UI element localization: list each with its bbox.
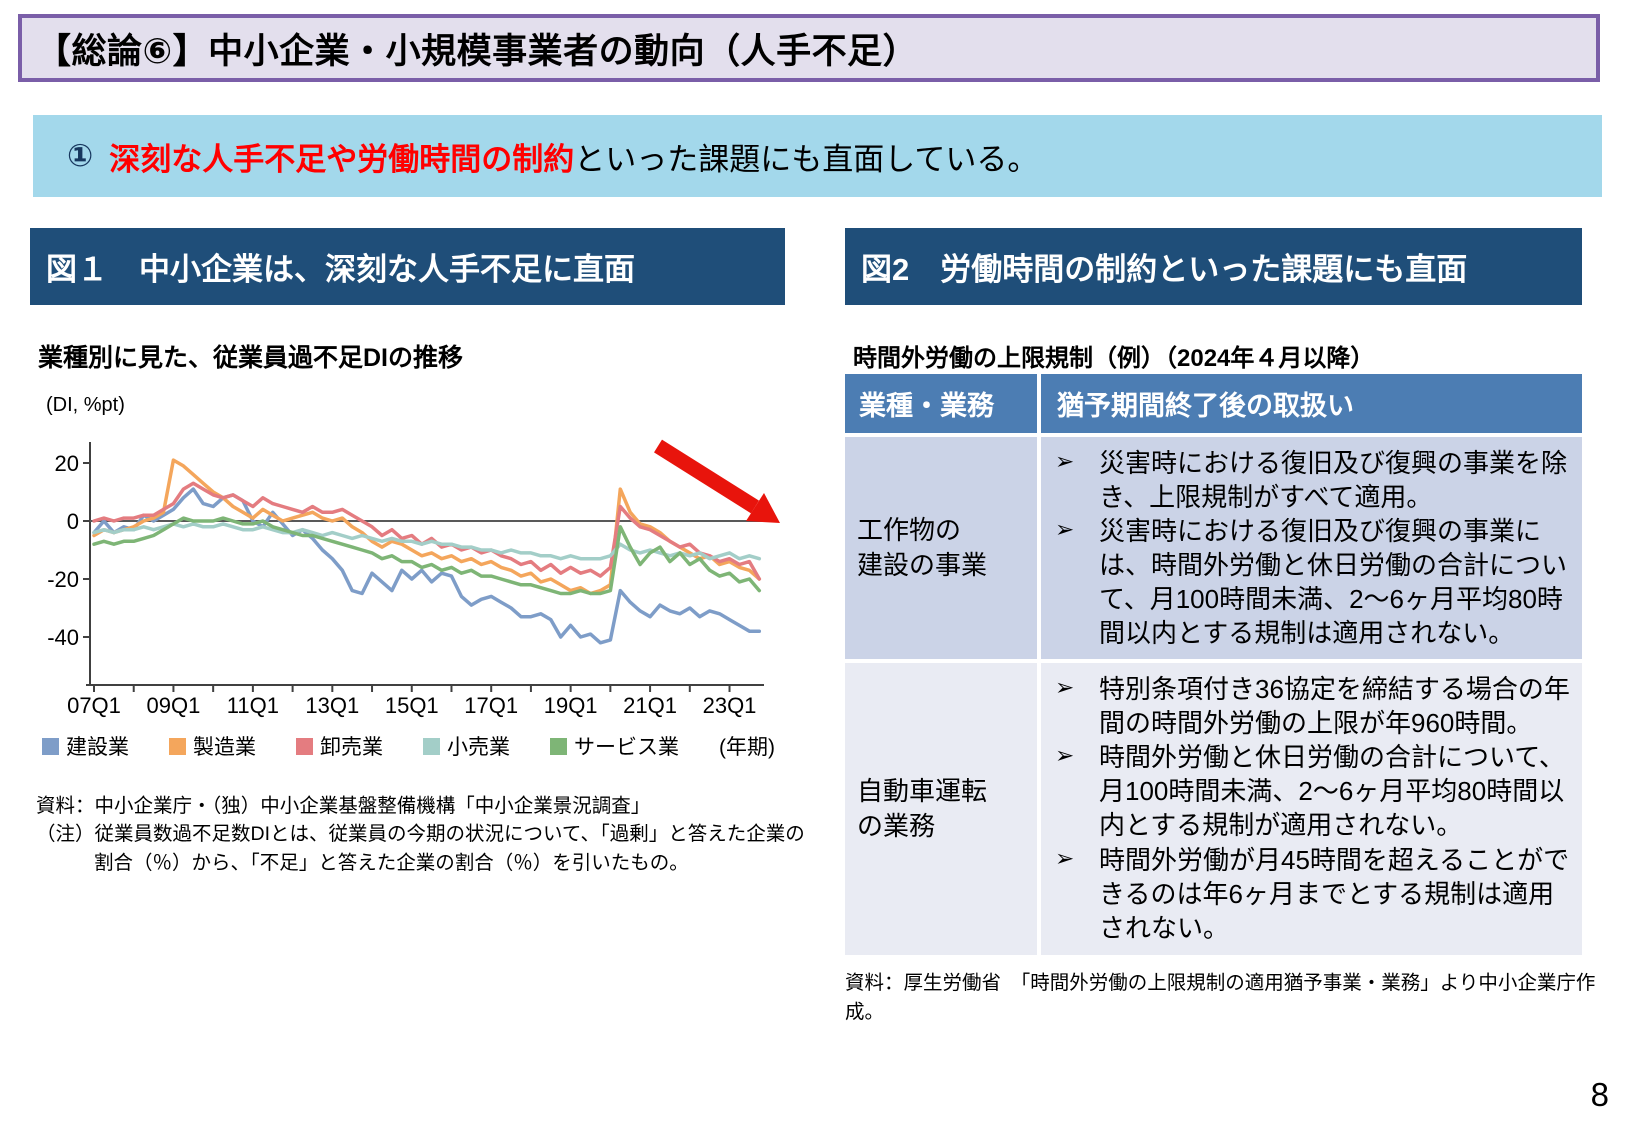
table-header-row: 業種・業務 猶予期間終了後の取扱い (845, 374, 1582, 433)
table-row: 工作物の建設の事業 ➢ 災害時における復旧及び復興の事業を除き、上限規制がすべて適用… (845, 437, 1582, 660)
table-header-treatment: 猶予期間終了後の取扱い (1041, 374, 1582, 433)
key-message-number: ① (67, 138, 94, 173)
page-title: 【総論⑥】中小企業・小規模事業者の動向（人手不足） (36, 31, 919, 71)
y-axis-unit-label: (DI, %pt) (46, 394, 125, 416)
bullet-item: ➢ 災害時における復旧及び復興の事業を除き、上限規制がすべて適用。 (1055, 446, 1572, 514)
legend-item-1: 製造業 (169, 731, 256, 761)
figure1-header: 図１ 中小企業は、深刻な人手不足に直面 (30, 228, 785, 305)
series-line-1 (92, 458, 762, 596)
x-tick-label: 09Q1 (147, 693, 201, 718)
x-tick-label: 07Q1 (67, 693, 121, 718)
y-tick-label: 0 (67, 509, 79, 534)
overtime-regulation-table: 業種・業務 猶予期間終了後の取扱い 工作物の建設の事業 ➢ 災害時における復旧及び復… (845, 374, 1582, 959)
downward-trend-arrow (654, 439, 780, 523)
figure2-source: 資料：厚生労働省 「時間外労働の上限規制の適用猶予事業・業務」より中小企業庁作成… (845, 972, 1596, 1023)
table-header-industry: 業種・業務 (845, 374, 1037, 433)
arrow-bullet-icon: ➢ (1055, 516, 1075, 543)
legend-label: 小売業 (447, 736, 510, 759)
treatment-point-list: ➢ 特別条項付き36協定を締結する場合の年間の時間外労働の上限が年960時間。 ➢ 時… (1055, 672, 1572, 944)
treatment-cell: ➢ 災害時における復旧及び復興の事業を除き、上限規制がすべて適用。 ➢ 災害時における… (1041, 437, 1582, 660)
bullet-text: 時間外労働が月45時間を超えることができるのは年6ヶ月までとする規制は適用されな… (1099, 844, 1570, 943)
legend-item-4: サービス業 (550, 731, 679, 761)
legend-item-2: 卸売業 (296, 731, 383, 761)
treatment-cell: ➢ 特別条項付き36協定を締結する場合の年間の時間外労働の上限が年960時間。 ➢ 時… (1041, 663, 1582, 956)
bullet-item: ➢ 災害時における復旧及び復興の事業には、時間外労働と休日労働の合計について、月1… (1055, 514, 1572, 650)
figure2-header-label: 図2 労働時間の制約といった課題にも直面 (861, 252, 1468, 287)
page-number: 8 (1590, 1076, 1609, 1113)
industry-cell: 自動車運転 の業務 (845, 663, 1037, 956)
y-tick-label: -40 (47, 625, 79, 650)
page-title-bar: 【総論⑥】中小企業・小規模事業者の動向（人手不足） (18, 14, 1600, 82)
industry-label-line: 自動車運転 (857, 776, 988, 807)
industry-label-line: 工作物の (857, 515, 962, 546)
arrow-bullet-icon: ➢ (1055, 742, 1075, 769)
series-line-4 (92, 516, 762, 596)
series-line-3 (92, 522, 762, 561)
bullet-text: 時間外労働と休日労働の合計について、月100時間未満、2～6ヶ月平均80時間以内… (1099, 742, 1565, 841)
bullet-item: ➢ 特別条項付き36協定を締結する場合の年間の時間外労働の上限が年960時間。 (1055, 672, 1572, 740)
x-axis-unit-label: (年期) (719, 736, 775, 759)
x-tick-label: 13Q1 (305, 693, 359, 718)
figure1-notes: 資料：中小企業庁・（独）中小企業基盤整備機構「中小企業景況調査」 （注）従業員数… (36, 792, 805, 877)
bullet-item: ➢ 時間外労働と休日労働の合計について、月100時間未満、2～6ヶ月平均80時間以… (1055, 740, 1572, 842)
x-tick-label: 11Q1 (227, 693, 279, 718)
figure1-header-label: 図１ 中小企業は、深刻な人手不足に直面 (46, 252, 635, 287)
legend-swatch-icon (169, 737, 186, 755)
bullet-text: 特別条項付き36協定を締結する場合の年間の時間外労働の上限が年960時間。 (1099, 674, 1570, 739)
chart-layers: 20 0 -20 -40 07Q1 09Q1 11Q1 13Q1 15Q1 17Q1 19Q1 21Q… (47, 442, 764, 718)
industry-label-line: の業務 (857, 811, 936, 842)
arrow-bullet-icon: ➢ (1055, 448, 1075, 474)
figure1-note-line1: （注）従業員数過不足数DIとは、従業員の今期の状況について、「過剰」と答えた企業… (36, 823, 805, 846)
bullet-item: ➢ 時間外労働が月45時間を超えることができるのは年6ヶ月までとする規制は適用され… (1055, 843, 1572, 945)
y-tick-label: -20 (47, 567, 79, 592)
chart-legend: 建設業 製造業 卸売業 小売業 サービス業 (年期) (42, 731, 775, 761)
arrow-bullet-icon: ➢ (1055, 844, 1075, 871)
key-message-highlight: 深刻な人手不足や労働時間の制約 (109, 141, 575, 177)
key-message-text: といった課題にも直面している。 (574, 141, 1039, 177)
legend-item-0: 建設業 (42, 731, 129, 761)
x-tick-label: 21Q1 (623, 693, 677, 718)
legend-swatch-icon (296, 737, 313, 755)
table-body: 工作物の建設の事業 ➢ 災害時における復旧及び復興の事業を除き、上限規制がすべて適用… (845, 437, 1582, 956)
figure1-source: 資料：中小企業庁・（独）中小企業基盤整備機構「中小企業景況調査」 (36, 795, 651, 817)
figure2-subtitle: 時間外労働の上限規制（例）（2024年４月以降） (853, 345, 1375, 372)
figure2-header: 図2 労働時間の制約といった課題にも直面 (845, 228, 1582, 305)
bullet-text: 災害時における復旧及び復興の事業を除き、上限規制がすべて適用。 (1099, 448, 1568, 513)
legend-label: 製造業 (193, 736, 256, 759)
bullet-text: 災害時における復旧及び復興の事業には、時間外労働と休日労働の合計について、月10… (1099, 516, 1568, 649)
figure1-note-line2: 割合（％）から、「不足」と答えた企業の割合（％）を引いたもの。 (94, 851, 689, 874)
key-message-bar: ① 深刻な人手不足や労働時間の制約といった課題にも直面している。 (33, 115, 1602, 197)
employee-di-line-chart: 20 0 -20 -40 07Q1 09Q1 11Q1 13Q1 15Q1 17Q1 19Q1 21Q… (47, 439, 780, 718)
industry-cell: 工作物の 建設の事業 (845, 437, 1037, 660)
legend-label: 建設業 (66, 736, 129, 759)
legend-swatch-icon (423, 737, 440, 755)
chart-title: 業種別に見た、従業員過不足DIの推移 (38, 344, 464, 372)
x-tick-label: 19Q1 (544, 693, 598, 718)
x-tick-label: 17Q1 (464, 693, 518, 718)
legend-swatch-icon (42, 737, 59, 755)
legend-item-3: 小売業 (423, 731, 510, 761)
arrow-bullet-icon: ➢ (1055, 674, 1075, 701)
table-row: 自動車運転の業務 ➢ 特別条項付き36協定を締結する場合の年間の時間外労働の上限が年… (845, 663, 1582, 956)
y-tick-label: 20 (55, 451, 79, 476)
x-tick-label: 15Q1 (385, 693, 439, 718)
treatment-point-list: ➢ 災害時における復旧及び復興の事業を除き、上限規制がすべて適用。 ➢ 災害時における… (1055, 446, 1572, 650)
series-line-0 (92, 487, 762, 645)
x-tick-label: 23Q1 (703, 693, 757, 718)
industry-label-line: 建設の事業 (857, 550, 988, 581)
legend-label: 卸売業 (320, 736, 383, 759)
legend-swatch-icon (550, 737, 567, 755)
legend-label: サービス業 (574, 736, 679, 759)
